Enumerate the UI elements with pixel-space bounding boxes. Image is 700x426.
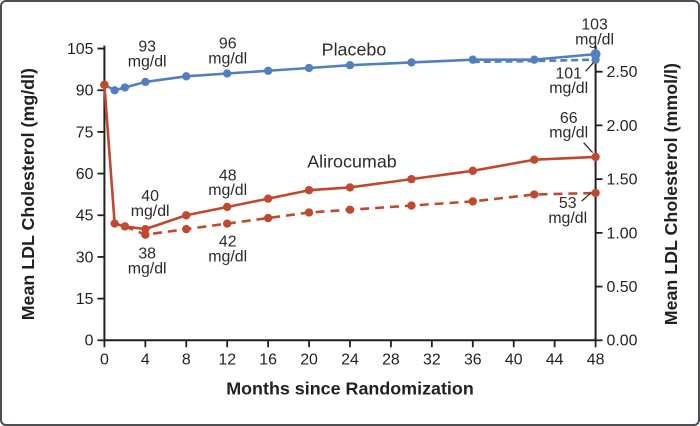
y-right-tick-label: 1.00	[607, 225, 638, 242]
annotation-38-mg-dl: 38	[138, 246, 156, 263]
alirocumab-dashed-point	[591, 188, 600, 198]
y-left-axis-title: Mean LDL Cholesterol (mg/dl)	[18, 68, 38, 320]
placebo-point	[468, 55, 477, 64]
annotation-93-mg-dl: mg/dl	[128, 53, 167, 70]
alirocumab-dashed-point	[182, 224, 191, 234]
placebo-point	[530, 55, 539, 64]
placebo-line	[103, 52, 596, 92]
x-tick-label: 16	[259, 352, 277, 369]
alirocumab-dashed-point	[468, 197, 477, 206]
annotation-48-mg-dl: mg/dl	[208, 182, 247, 199]
placebo-point	[345, 61, 355, 70]
alirocumab-point	[530, 155, 539, 164]
alirocumab-dashed-point	[304, 208, 314, 217]
annotation-48-mg-dl: 48	[219, 167, 237, 184]
placebo-point	[407, 58, 416, 67]
alirocumab-point	[182, 211, 191, 220]
alirocumab-dashed-point	[530, 190, 539, 199]
annotation-42-mg-dl: mg/dl	[208, 249, 247, 266]
alirocumab-point	[120, 222, 130, 231]
y-right-axis-title: Mean LDL Cholesterol (mmol/l)	[661, 63, 681, 325]
alirocumab-point	[345, 183, 355, 192]
x-tick-label: 24	[341, 352, 359, 369]
annotation-53-mg-dl: mg/dl	[548, 210, 587, 227]
alirocumab-point	[407, 174, 416, 184]
y-left-tick-label: 75	[76, 124, 94, 141]
y-right-tick-label: 0.50	[607, 279, 638, 296]
x-tick-label: 12	[218, 352, 236, 369]
alirocumab-point	[110, 219, 119, 228]
annotation-66-mg-dl: mg/dl	[549, 125, 588, 142]
annotation-93-mg-dl: 93	[138, 39, 156, 56]
annotation-101-mg-dl: 101	[555, 65, 582, 82]
y-left-tick-label: 105	[67, 41, 94, 58]
y-left-tick-label: 30	[76, 249, 94, 266]
y-left-tick-label: 45	[76, 208, 94, 225]
alirocumab-dashed-point	[263, 213, 273, 223]
placebo-point	[120, 83, 130, 92]
placebo-point	[590, 49, 601, 60]
alirocumab-point	[468, 166, 477, 175]
x-tick-label: 40	[505, 352, 523, 369]
annotation-66-mg-dl: 66	[560, 110, 578, 127]
alirocumab-dashed-point	[407, 201, 416, 210]
x-tick-label: 4	[141, 352, 150, 369]
annotation-66-mg-dl-leader	[583, 142, 594, 154]
x-axis-title: Months since Randomization	[226, 378, 474, 398]
x-tick-label: 8	[182, 352, 191, 369]
placebo-point	[304, 63, 314, 73]
placebo-point	[223, 69, 232, 78]
x-tick-label: 28	[382, 352, 400, 369]
placebo-point	[182, 72, 191, 81]
y-right-tick-label: 0.00	[607, 333, 638, 350]
annotation-103-mg-dl: mg/dl	[575, 32, 614, 49]
alirocumab-series-label: Alirocumab	[307, 151, 397, 171]
alirocumab-dashed-point	[345, 205, 355, 214]
y-right-tick-label: 1.50	[607, 172, 638, 189]
alirocumab-point	[304, 186, 314, 195]
annotation-38-mg-dl: mg/dl	[128, 260, 167, 277]
annotation-96-mg-dl: 96	[219, 36, 237, 53]
y-left-tick-label: 0	[85, 333, 94, 350]
alirocumab-point	[223, 202, 232, 212]
annotation-53-mg-dl-leader	[581, 192, 592, 202]
annotation-103-mg-dl: 103	[581, 17, 608, 34]
x-tick-label: 48	[587, 352, 605, 369]
x-tick-label: 36	[464, 352, 482, 369]
annotation-53-mg-dl: 53	[559, 195, 577, 212]
y-left-tick-label: 90	[76, 83, 94, 100]
annotation-40-mg-dl: mg/dl	[131, 203, 170, 220]
placebo-series-label: Placebo	[322, 40, 387, 60]
annotation-96-mg-dl: mg/dl	[208, 50, 247, 67]
alirocumab-point	[263, 194, 273, 203]
placebo-point	[263, 66, 273, 75]
annotation-101-mg-dl-leader	[585, 61, 595, 72]
alirocumab-point	[100, 80, 109, 89]
y-right-tick-label: 2.50	[607, 64, 638, 81]
x-tick-label: 20	[300, 352, 318, 369]
annotation-42-mg-dl: 42	[219, 234, 237, 251]
x-tick-label: 32	[423, 352, 441, 369]
annotation-40-mg-dl: 40	[141, 188, 159, 205]
x-tick-label: 0	[100, 352, 109, 369]
alirocumab-dashed-point	[223, 219, 232, 228]
annotation-101-mg-dl: mg/dl	[549, 80, 588, 97]
y-right-tick-label: 2.00	[607, 118, 638, 135]
placebo-point	[110, 86, 119, 95]
alirocumab-point	[141, 224, 150, 234]
y-left-tick-label: 15	[76, 291, 94, 308]
x-tick-label: 44	[546, 352, 564, 369]
alirocumab-point	[591, 152, 600, 162]
y-left-tick-label: 60	[76, 166, 94, 183]
placebo-point	[141, 77, 150, 87]
